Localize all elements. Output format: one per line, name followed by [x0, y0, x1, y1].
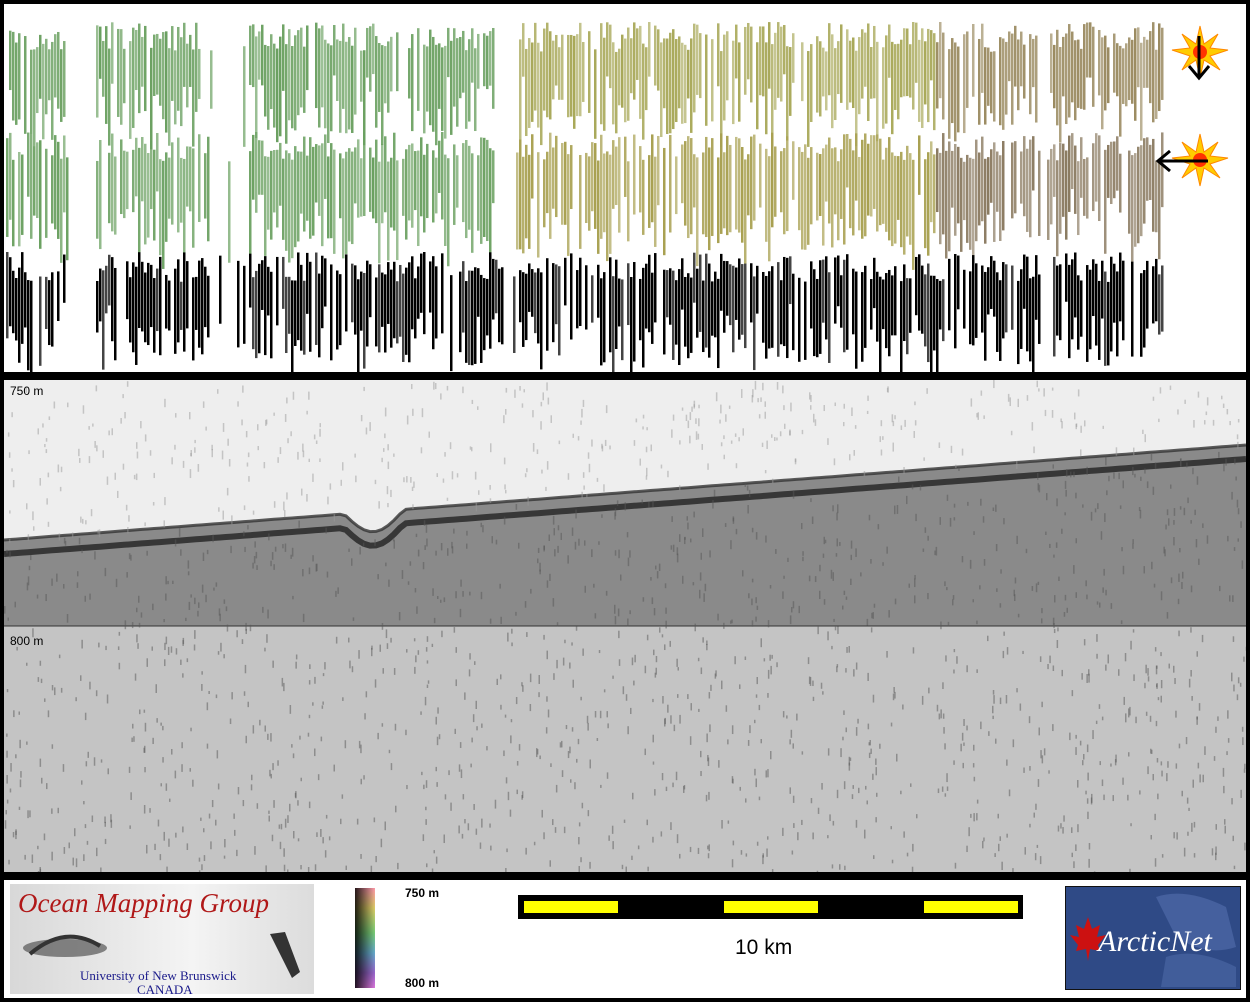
subbottom-profile-panel: 750 m 800 m	[4, 380, 1246, 872]
ocean-mapping-group-logo: Ocean Mapping Group University of New Br…	[10, 884, 314, 997]
ocean-mapping-group-title: Ocean Mapping Group	[18, 888, 269, 918]
omg-country-label: CANADA	[137, 982, 193, 997]
scale-bar	[518, 895, 1023, 919]
arrow-down-icon	[1187, 36, 1211, 81]
scale-segment	[724, 901, 818, 913]
swath-strips	[6, 22, 1164, 372]
colorbar-bottom-label: 800 m	[405, 976, 440, 990]
scale-label: 10 km	[735, 936, 793, 959]
depth-label-mid: 800 m	[10, 634, 44, 648]
scale-segment	[924, 901, 1018, 913]
arcticnet-logo: ArcticNet	[1065, 886, 1241, 990]
scale-segment	[524, 901, 618, 913]
omg-university-label: University of New Brunswick	[80, 968, 237, 983]
colorbar-top-label: 750 m	[405, 886, 440, 900]
sonar-vessel-icon	[23, 932, 300, 978]
depth-colorbar	[355, 888, 375, 988]
swath-imagery-panel	[4, 4, 1246, 372]
footer-panel: Ocean Mapping Group University of New Br…	[4, 880, 1246, 998]
profile-image	[4, 380, 1246, 872]
arcticnet-text: ArcticNet	[1098, 925, 1212, 958]
depth-label-top: 750 m	[10, 384, 44, 398]
arrow-left-icon	[1155, 149, 1208, 173]
maple-leaf-icon	[1070, 917, 1106, 961]
